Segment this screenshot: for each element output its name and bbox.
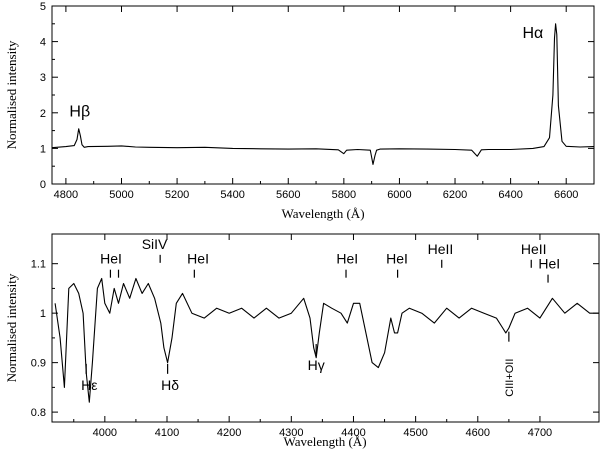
annotation-label: CIII+OII — [504, 359, 516, 397]
top-y-tick-label: 2 — [40, 108, 46, 120]
bottom-y-tick-label: 1 — [40, 308, 46, 320]
annotation-label: Hγ — [308, 357, 325, 373]
annotation-label: HeII — [428, 241, 454, 257]
top-y-tick-label: 5 — [40, 1, 46, 13]
annotation-label: HeI — [386, 251, 408, 267]
annotation-label: HeI — [187, 251, 209, 267]
top-x-tick-label: 6200 — [443, 189, 467, 201]
bottom-y-tick-label: 1.1 — [31, 259, 46, 271]
top-x-tick-label: 5200 — [165, 189, 189, 201]
top-ticks: 4800 5000 5200 5400 5600 5800 6000 6200 6400 6600… — [40, 1, 594, 201]
annotation-label: SiIV — [142, 236, 168, 252]
annotation-label: HeII — [521, 241, 547, 257]
annotation-label: Hα — [522, 25, 543, 42]
bottom-x-tick-label: 4000 — [93, 427, 117, 439]
annotation-label: HeI — [100, 251, 122, 267]
bottom-x-tick-label: 4600 — [466, 427, 490, 439]
top-y-tick-label: 1 — [40, 143, 46, 155]
top-x-tick-label: 5600 — [276, 189, 300, 201]
bottom-ticks: 4000 4100 4200 4300 4400 4500 4600 4700 0.8 0.9 1 1… — [31, 234, 599, 439]
top-x-tick-label: 6000 — [387, 189, 411, 201]
top-x-tick-label: 4800 — [54, 189, 78, 201]
top-y-axis-label: Normalised intensity — [4, 40, 19, 149]
top-x-tick-label: 6600 — [554, 189, 578, 201]
bottom-y-axis-label: Normalised intensity — [4, 273, 19, 382]
annotation-label: HeI — [336, 251, 358, 267]
annotation-label: Hε — [81, 377, 97, 393]
top-x-tick-label: 5400 — [220, 189, 244, 201]
top-y-tick-label: 0 — [40, 179, 46, 191]
bottom-x-axis-label: Wavelength (Å) — [283, 434, 366, 449]
top-y-tick-label: 3 — [40, 72, 46, 84]
top-spectrum-panel: 4800 5000 5200 5400 5600 5800 6000 6200 6400 6600… — [4, 1, 595, 221]
top-plot-frame — [51, 5, 595, 185]
annotation-label: HeI — [538, 256, 560, 272]
top-x-tick-label: 5800 — [332, 189, 356, 201]
bottom-x-tick-label: 4100 — [155, 427, 179, 439]
top-x-tick-label: 5000 — [109, 189, 133, 201]
top-x-tick-label: 6400 — [498, 189, 522, 201]
top-y-tick-label: 4 — [40, 37, 46, 49]
bottom-x-tick-label: 4700 — [528, 427, 552, 439]
bottom-x-tick-label: 4200 — [217, 427, 241, 439]
bottom-plot-frame — [51, 233, 600, 423]
bottom-spectrum-panel: 4000 4100 4200 4300 4400 4500 4600 4700 0.8 0.9 1 1… — [4, 233, 600, 449]
bottom-spectrum-line — [54, 277, 599, 403]
bottom-x-tick-label: 4300 — [279, 427, 303, 439]
annotation-label: Hβ — [69, 103, 90, 120]
bottom-y-tick-label: 0.8 — [31, 407, 46, 419]
top-spectrum-line — [51, 23, 595, 165]
bottom-x-tick-label: 4400 — [341, 427, 365, 439]
bottom-x-tick-label: 4500 — [403, 427, 427, 439]
top-spectrum-series — [51, 23, 595, 165]
top-x-axis-label: Wavelength (Å) — [281, 206, 364, 221]
bottom-y-tick-label: 0.9 — [31, 358, 46, 370]
top-annotations: Hβ Hα — [69, 25, 543, 120]
bottom-spectrum-series — [54, 277, 599, 403]
annotation-label: Hδ — [161, 377, 179, 393]
